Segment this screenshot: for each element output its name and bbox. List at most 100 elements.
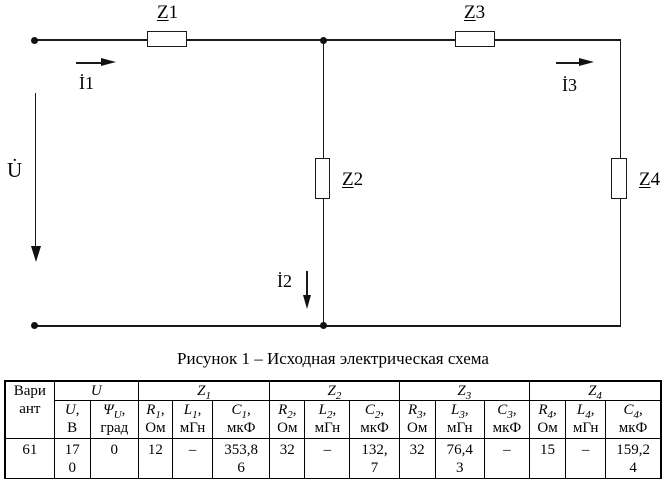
col-psi-suffix: , xyxy=(121,402,126,418)
current-i1-arrow-line xyxy=(76,62,102,64)
col-l4-suffix: , xyxy=(590,402,595,418)
current-i2-label: İ2 xyxy=(277,271,292,291)
voltage-arrow-head xyxy=(30,246,41,262)
impedance-z2-box xyxy=(315,158,330,199)
col-header-r3: R3, Ом xyxy=(398,400,436,439)
impedance-z4-box xyxy=(611,158,627,199)
voltage-label: U̇ xyxy=(7,158,23,182)
col-c2-suffix: , xyxy=(380,402,385,418)
col-psi-symbol: Ψ xyxy=(103,402,114,418)
col-c4-symbol: C xyxy=(623,402,634,418)
impedance-z1-label: Z1 xyxy=(157,3,178,22)
col-r4-suffix: , xyxy=(553,402,557,418)
cell-c3: – xyxy=(483,438,531,479)
col-l3-symbol: L xyxy=(450,402,460,418)
cell-u: 17 0 xyxy=(53,438,91,479)
group-z2-symbol: Z xyxy=(327,383,336,399)
col-r1-symbol: R xyxy=(146,402,156,418)
col-header-l4: L4, мГн xyxy=(565,400,607,439)
group-z4-sub: 4 xyxy=(596,390,602,401)
cell-r4: 15 xyxy=(528,438,567,479)
col-header-r4: R4, Ом xyxy=(528,400,567,439)
current-i3-arrow-line xyxy=(556,62,580,64)
col-l4-unit: мГн xyxy=(572,420,599,436)
col-r3-unit: Ом xyxy=(407,420,428,436)
impedance-z1-box xyxy=(147,31,187,47)
voltage-arrow-line xyxy=(34,93,36,246)
impedance-z4-label: Z4 xyxy=(639,170,660,189)
col-header-r1: R1, Ом xyxy=(137,400,173,439)
col-l3-suffix: , xyxy=(464,402,469,418)
col-l1-unit: мГн xyxy=(179,420,206,436)
col-psi-sub: U xyxy=(113,409,122,421)
col-c1-unit: мкФ xyxy=(226,420,256,436)
group-z1-symbol: Z xyxy=(197,383,206,399)
current-i3-label: İ3 xyxy=(562,75,577,95)
col-r2-suffix: , xyxy=(292,402,297,418)
z4-index: 4 xyxy=(650,169,661,190)
z3-index: 3 xyxy=(475,2,486,23)
col-psi-unit: град xyxy=(100,420,129,436)
col-r1-sub: 1 xyxy=(155,409,161,421)
group-header-z4: Z4 xyxy=(529,380,662,401)
col-r2-unit: Ом xyxy=(277,420,298,436)
col-header-c3: C3, мкФ xyxy=(483,400,531,439)
cell-l1: – xyxy=(171,438,214,479)
col-l2-sub: 2 xyxy=(326,409,333,421)
col-c3-unit: мкФ xyxy=(492,420,522,436)
col-l1-suffix: , xyxy=(197,402,202,418)
group-z3-symbol: Z xyxy=(457,383,466,399)
col-l4-sub: 4 xyxy=(585,409,591,421)
group-z2-sub: 2 xyxy=(335,390,342,401)
col-c1-suffix: , xyxy=(247,402,251,418)
variant-header: Вари ант xyxy=(4,380,55,439)
col-r2-sub: 2 xyxy=(287,409,293,421)
current-i3-arrow-head xyxy=(579,58,594,66)
col-header-c4: C4, мкФ xyxy=(605,400,662,439)
cell-r3: 32 xyxy=(398,438,436,479)
impedance-z3-box xyxy=(455,31,495,47)
cell-psi: 0 xyxy=(89,438,139,479)
node-dot-bottom-middle xyxy=(319,321,327,329)
cell-l2: – xyxy=(304,438,351,479)
col-c1-sub: 1 xyxy=(241,409,248,421)
col-c1-symbol: C xyxy=(231,402,242,418)
parameters-table: Вари ант U Z1 Z2 Z3 Z4 U, В ΨU, град R1, Ом… xyxy=(4,380,662,479)
col-c4-sub: 4 xyxy=(633,409,639,421)
cell-c4: 159,2 4 xyxy=(605,438,662,479)
z4-letter: Z xyxy=(639,169,651,190)
col-c4-suffix: , xyxy=(638,402,643,418)
col-l1-sub: 1 xyxy=(192,409,198,421)
table-data-row: 61 17 0 0 12 – 353,8 6 32 – 132, 7 32 76… xyxy=(4,438,662,479)
col-r3-sub: 3 xyxy=(417,409,423,421)
table-group-header-row: Вари ант U Z1 Z2 Z3 Z4 xyxy=(4,380,662,439)
col-u-unit: В xyxy=(67,420,78,436)
group-header-u: U xyxy=(53,380,139,401)
col-header-l1: L1, мГн xyxy=(171,400,214,439)
col-header-r2: R2, Ом xyxy=(269,400,306,439)
group-u-symbol: U xyxy=(90,383,102,399)
col-r4-sub: 4 xyxy=(547,409,554,421)
col-r2-symbol: R xyxy=(278,402,288,418)
col-l2-symbol: L xyxy=(318,402,327,418)
col-header-l2: L2, мГн xyxy=(304,400,351,439)
col-l1-symbol: L xyxy=(183,402,193,418)
cell-r1: 12 xyxy=(137,438,173,479)
group-z3-sub: 3 xyxy=(465,390,472,401)
wire-bottom xyxy=(34,325,621,327)
current-i2-arrow-head xyxy=(302,295,311,309)
impedance-z3-label: Z3 xyxy=(464,3,485,22)
z1-letter: Z xyxy=(157,2,169,23)
current-i2-arrow-line xyxy=(306,271,308,296)
node-dot-top-middle xyxy=(319,36,327,44)
cell-l3: 76,4 3 xyxy=(434,438,485,479)
col-header-u: U, В xyxy=(53,400,91,439)
col-l2-unit: мГн xyxy=(314,420,341,436)
cell-r2: 32 xyxy=(269,438,306,479)
current-i1-arrow-head xyxy=(101,58,116,66)
col-c4-unit: мкФ xyxy=(618,420,648,436)
current-i1-label: İ1 xyxy=(79,73,94,93)
z3-letter: Z xyxy=(464,2,476,23)
group-z4-symbol: Z xyxy=(588,383,597,399)
col-c2-symbol: C xyxy=(364,402,375,418)
